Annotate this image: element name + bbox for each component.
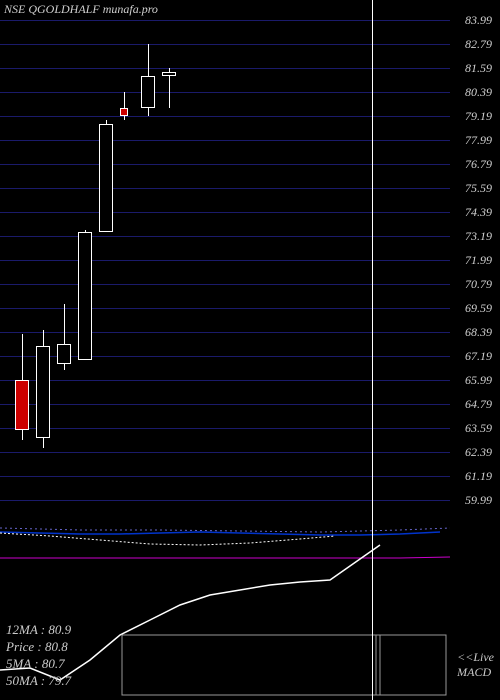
y-tick-label: 75.59 bbox=[465, 182, 492, 194]
y-tick-label: 79.19 bbox=[465, 110, 492, 122]
symbol-label: QGOLDHALF bbox=[28, 2, 99, 16]
ma50-row: 50MA : 79.7 bbox=[6, 673, 71, 690]
y-tick-label: 83.99 bbox=[465, 14, 492, 26]
y-tick-label: 59.99 bbox=[465, 494, 492, 506]
y-tick-label: 61.19 bbox=[465, 470, 492, 482]
price-row: Price : 80.8 bbox=[6, 639, 71, 656]
macd-label-box: <<Live MACD bbox=[457, 650, 494, 680]
ma12-label: 12MA : bbox=[6, 622, 45, 637]
ma50-value: 79.7 bbox=[48, 673, 71, 688]
y-tick-label: 76.79 bbox=[465, 158, 492, 170]
y-tick-label: 71.99 bbox=[465, 254, 492, 266]
y-tick-label: 77.99 bbox=[465, 134, 492, 146]
price-value: 80.8 bbox=[45, 639, 68, 654]
y-tick-label: 73.19 bbox=[465, 230, 492, 242]
source-label: munafa.pro bbox=[103, 2, 158, 16]
macd-box bbox=[122, 635, 380, 695]
exchange-label: NSE bbox=[4, 2, 25, 16]
y-tick-label: 70.79 bbox=[465, 278, 492, 290]
info-panel: 12MA : 80.9 Price : 80.8 5MA : 80.7 50MA… bbox=[6, 622, 71, 690]
ma12-value: 80.9 bbox=[48, 622, 71, 637]
y-tick-label: 64.79 bbox=[465, 398, 492, 410]
y-tick-label: 67.19 bbox=[465, 350, 492, 362]
y-tick-label: 68.39 bbox=[465, 326, 492, 338]
price-chart: NSE QGOLDHALF munafa.pro 83.99 82.79 81.59… bbox=[0, 0, 500, 585]
y-tick-label: 63.59 bbox=[465, 422, 492, 434]
y-tick-label: 65.99 bbox=[465, 374, 492, 386]
chart-title: NSE QGOLDHALF munafa.pro bbox=[4, 2, 158, 17]
ma5-value: 80.7 bbox=[42, 656, 65, 671]
ma5-label: 5MA : bbox=[6, 656, 39, 671]
ma50-label: 50MA : bbox=[6, 673, 45, 688]
y-tick-label: 69.59 bbox=[465, 302, 492, 314]
y-tick-label: 82.79 bbox=[465, 38, 492, 50]
cursor-line bbox=[372, 0, 373, 700]
y-tick-label: 80.39 bbox=[465, 86, 492, 98]
y-tick-label: 81.59 bbox=[465, 62, 492, 74]
ma5-row: 5MA : 80.7 bbox=[6, 656, 71, 673]
y-tick-label: 62.39 bbox=[465, 446, 492, 458]
price-label: Price : bbox=[6, 639, 42, 654]
ma12-row: 12MA : 80.9 bbox=[6, 622, 71, 639]
macd-box bbox=[376, 635, 446, 695]
indicator-overlay bbox=[0, 0, 500, 700]
macd-text-label: MACD bbox=[457, 665, 494, 680]
live-label: <<Live bbox=[457, 650, 494, 665]
y-tick-label: 74.39 bbox=[465, 206, 492, 218]
